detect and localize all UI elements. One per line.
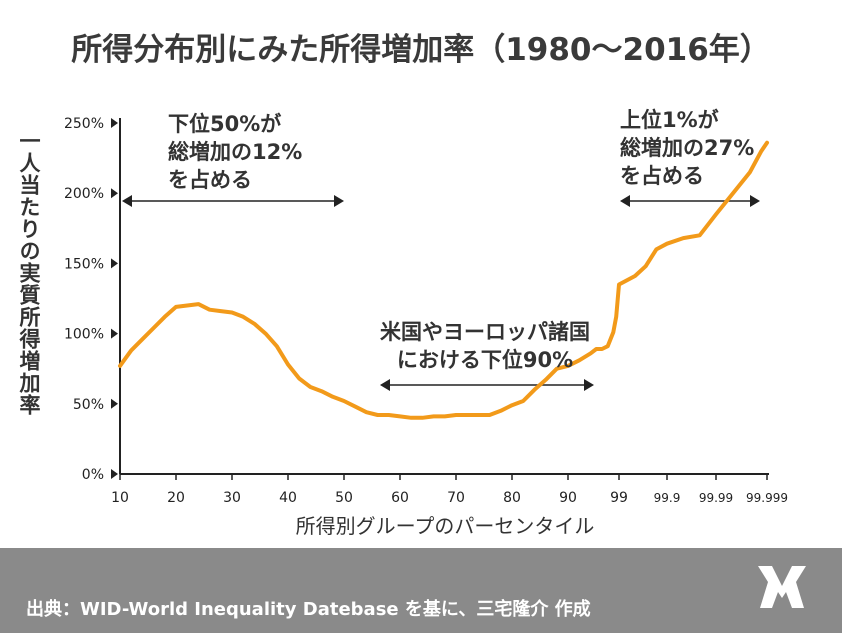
x-tick-label: 30 [223, 490, 241, 506]
y-tick-marker [111, 398, 118, 409]
x-tick-label: 90 [559, 490, 577, 506]
y-tick-marker [111, 258, 118, 269]
y-tick-label: 50% [73, 397, 104, 413]
x-tick-label: 40 [279, 490, 297, 506]
footer: 出典：WID-World Inequality Datebase を基に、三宅隆… [0, 548, 842, 633]
x-tick-label: 99 [610, 490, 628, 506]
y-axis-label: 一人当たりの実質所得増加率 [17, 130, 41, 416]
annotation-bottom-90: 米国やヨーロッパ諸国 における下位90% [380, 320, 590, 372]
line-chart: 0% 50% 100% 150% 200% 250% 10 20 30 40 50 60 70 80 90 9… [64, 116, 788, 506]
x-tick-label: 20 [167, 490, 185, 506]
y-tick-marker [111, 188, 118, 199]
x-tick-label: 99.999 [746, 491, 788, 505]
y-tick-label: 150% [64, 256, 104, 272]
brand-logo-icon [758, 566, 806, 608]
x-tick-label: 99.99 [699, 491, 733, 505]
range-arrows [122, 195, 760, 391]
arrow-bottom-90-head-right [584, 379, 594, 391]
chart-title: 所得分布別にみた所得増加率（1980～2016年） [71, 32, 771, 68]
series-line [118, 140, 769, 420]
x-tick-label: 10 [111, 490, 129, 506]
axes [119, 118, 769, 475]
arrow-top-1-head-right [750, 195, 760, 207]
arrow-bottom-90-head-left [380, 379, 390, 391]
x-tick-label: 99.9 [654, 491, 681, 505]
y-tick-marker [111, 469, 118, 479]
source-credit: 出典：WID-World Inequality Datebase を基に、三宅隆… [26, 599, 591, 620]
y-tick-marker [111, 328, 118, 339]
y-tick-label: 0% [82, 467, 104, 483]
arrow-top-1-head-left [620, 195, 630, 207]
y-tick-marker [111, 118, 118, 128]
annotation-top-1: 上位1%が 総増加の27% を占める [620, 108, 755, 188]
y-tick-label: 250% [64, 116, 104, 132]
y-tick-label: 200% [64, 186, 104, 202]
x-tick-label: 50 [335, 490, 353, 506]
y-tick-label: 100% [64, 327, 104, 343]
arrow-bottom-50-head-right [334, 195, 344, 207]
ticks: 0% 50% 100% 150% 200% 250% 10 20 30 40 50 60 70 80 90 9… [64, 116, 788, 506]
x-axis-label: 所得別グループのパーセンタイル [295, 514, 595, 538]
x-tick-label: 60 [391, 490, 409, 506]
x-tick-label: 70 [447, 490, 465, 506]
arrow-bottom-50-head-left [122, 195, 132, 207]
annotation-bottom-50: 下位50%が 総増加の12% を占める [168, 112, 303, 192]
x-tick-label: 80 [503, 490, 521, 506]
